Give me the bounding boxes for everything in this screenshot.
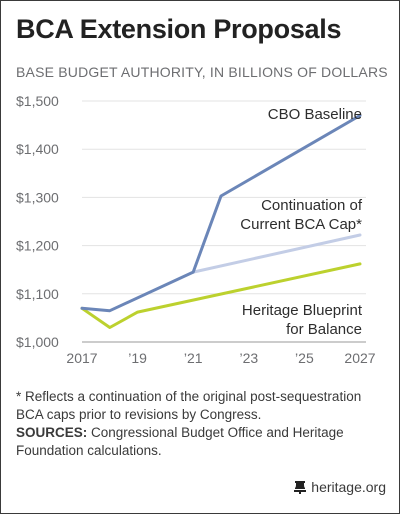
y-tick-label: $1,100 <box>16 286 59 302</box>
x-tick-label: ’23 <box>239 350 258 366</box>
x-tick-label: 2027 <box>344 350 375 366</box>
brand-text: heritage.org <box>311 479 386 495</box>
series-line-1 <box>191 233 362 274</box>
chart-subtitle: BASE BUDGET AUTHORITY, IN BILLIONS OF DO… <box>16 64 388 80</box>
y-axis-ticks: $1,000 $1,100 $1,200 $1,300 $1,400 $1,500 <box>16 93 59 350</box>
brand-link[interactable]: heritage.org <box>293 479 386 495</box>
x-tick-label: ’21 <box>184 350 203 366</box>
x-tick-label: 2017 <box>66 350 97 366</box>
line-chart: $1,000 $1,100 $1,200 $1,300 $1,400 $1,500 201… <box>16 93 376 366</box>
sources-label: SOURCES: <box>16 425 88 440</box>
y-tick-label: $1,300 <box>16 189 59 205</box>
sources-text: Congressional Budget Office and Heritage… <box>16 425 344 458</box>
series-label-line: Continuation of <box>261 197 363 214</box>
footnote: * Reflects a continuation of the origina… <box>16 389 362 422</box>
series-label-line: CBO Baseline <box>268 106 362 123</box>
series-labels: CBO Baseline Continuation of Current BCA C… <box>240 106 363 338</box>
series-label-0: CBO Baseline <box>268 106 362 123</box>
series-label-2: Heritage Blueprint for Balance <box>242 302 363 338</box>
notes: * Reflects a continuation of the origina… <box>16 388 388 460</box>
y-tick-label: $1,200 <box>16 238 59 254</box>
series-line-0 <box>80 114 362 313</box>
bell-icon <box>294 481 307 494</box>
x-axis-ticks: 2017 ’19 ’21 ’23 ’25 2027 <box>66 350 375 366</box>
x-tick-label: ’25 <box>295 350 314 366</box>
chart-title: BCA Extension Proposals <box>16 14 342 44</box>
series-line-2 <box>80 262 362 329</box>
series-lines <box>80 114 362 329</box>
series-label-line: Current BCA Cap* <box>240 216 362 233</box>
sources: SOURCES: Congressional Budget Office and… <box>16 424 388 460</box>
x-tick-label: ’19 <box>128 350 147 366</box>
y-tick-label: $1,400 <box>16 141 59 157</box>
y-tick-label: $1,000 <box>16 334 59 350</box>
series-label-line: Heritage Blueprint <box>242 302 363 319</box>
series-label-line: for Balance <box>286 321 362 338</box>
grid <box>82 100 366 343</box>
y-tick-label: $1,500 <box>16 93 59 109</box>
series-label-1: Continuation of Current BCA Cap* <box>240 197 363 233</box>
